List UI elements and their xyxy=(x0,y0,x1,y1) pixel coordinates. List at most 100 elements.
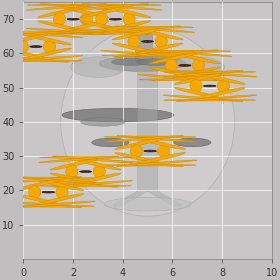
Ellipse shape xyxy=(163,95,243,101)
Ellipse shape xyxy=(104,7,151,18)
Ellipse shape xyxy=(13,179,60,191)
Circle shape xyxy=(67,18,79,20)
Ellipse shape xyxy=(52,181,132,187)
Ellipse shape xyxy=(136,59,174,66)
Ellipse shape xyxy=(39,157,132,158)
Circle shape xyxy=(109,18,122,20)
Ellipse shape xyxy=(82,28,162,35)
Ellipse shape xyxy=(38,21,85,32)
Ellipse shape xyxy=(26,4,106,10)
Ellipse shape xyxy=(62,108,174,122)
Ellipse shape xyxy=(152,50,232,57)
Ellipse shape xyxy=(1,34,48,45)
Ellipse shape xyxy=(174,138,211,147)
Ellipse shape xyxy=(170,57,225,77)
Ellipse shape xyxy=(81,13,93,25)
Ellipse shape xyxy=(185,46,280,74)
Ellipse shape xyxy=(158,145,170,157)
Ellipse shape xyxy=(150,67,197,78)
Ellipse shape xyxy=(16,40,28,53)
Ellipse shape xyxy=(39,181,119,187)
Ellipse shape xyxy=(93,165,105,178)
Ellipse shape xyxy=(198,88,245,99)
Ellipse shape xyxy=(136,29,183,40)
Ellipse shape xyxy=(3,55,83,62)
Ellipse shape xyxy=(138,74,218,81)
Ellipse shape xyxy=(128,35,140,48)
Ellipse shape xyxy=(0,31,69,38)
Circle shape xyxy=(79,171,92,172)
Ellipse shape xyxy=(115,26,195,32)
Ellipse shape xyxy=(104,164,196,166)
Ellipse shape xyxy=(2,177,94,179)
Ellipse shape xyxy=(39,156,119,163)
Ellipse shape xyxy=(190,80,202,92)
Ellipse shape xyxy=(40,4,120,10)
Circle shape xyxy=(30,46,42,47)
Ellipse shape xyxy=(198,73,245,85)
Ellipse shape xyxy=(3,31,83,38)
Ellipse shape xyxy=(112,29,160,40)
Ellipse shape xyxy=(138,50,218,57)
Ellipse shape xyxy=(29,186,41,199)
Circle shape xyxy=(179,65,191,66)
Ellipse shape xyxy=(15,201,95,207)
Ellipse shape xyxy=(164,99,256,101)
Ellipse shape xyxy=(50,173,97,184)
Ellipse shape xyxy=(27,32,119,34)
Ellipse shape xyxy=(104,21,151,32)
Ellipse shape xyxy=(74,173,121,184)
Ellipse shape xyxy=(163,71,243,77)
Ellipse shape xyxy=(115,153,162,164)
Ellipse shape xyxy=(174,73,221,85)
FancyArrow shape xyxy=(146,190,181,207)
Ellipse shape xyxy=(176,95,256,101)
Ellipse shape xyxy=(61,28,235,216)
Ellipse shape xyxy=(74,159,121,170)
Ellipse shape xyxy=(0,32,82,33)
Ellipse shape xyxy=(103,160,183,167)
Ellipse shape xyxy=(150,53,197,64)
Ellipse shape xyxy=(2,206,94,207)
Ellipse shape xyxy=(104,197,191,211)
Ellipse shape xyxy=(101,26,181,32)
Ellipse shape xyxy=(71,57,125,77)
Ellipse shape xyxy=(138,138,186,150)
Ellipse shape xyxy=(112,43,160,54)
Ellipse shape xyxy=(115,50,195,57)
Ellipse shape xyxy=(176,71,256,77)
Ellipse shape xyxy=(99,56,186,71)
FancyBboxPatch shape xyxy=(138,70,158,191)
Ellipse shape xyxy=(1,177,81,183)
Ellipse shape xyxy=(192,59,205,72)
Circle shape xyxy=(141,41,154,42)
Ellipse shape xyxy=(174,88,221,99)
Ellipse shape xyxy=(112,59,149,66)
Ellipse shape xyxy=(26,28,106,35)
FancyBboxPatch shape xyxy=(123,18,172,47)
Ellipse shape xyxy=(69,32,162,34)
Ellipse shape xyxy=(173,53,220,64)
Ellipse shape xyxy=(69,4,162,6)
Ellipse shape xyxy=(43,40,56,53)
Ellipse shape xyxy=(152,74,232,81)
Ellipse shape xyxy=(92,138,129,147)
Ellipse shape xyxy=(138,153,186,164)
Ellipse shape xyxy=(39,185,132,186)
Ellipse shape xyxy=(13,194,60,205)
Circle shape xyxy=(42,191,55,193)
Ellipse shape xyxy=(36,194,84,205)
Ellipse shape xyxy=(117,160,197,167)
Ellipse shape xyxy=(139,79,231,80)
Ellipse shape xyxy=(66,165,78,178)
Ellipse shape xyxy=(115,138,162,150)
Ellipse shape xyxy=(1,48,48,59)
Ellipse shape xyxy=(139,50,231,52)
Ellipse shape xyxy=(61,21,109,32)
Ellipse shape xyxy=(52,156,132,163)
Ellipse shape xyxy=(0,55,69,62)
Ellipse shape xyxy=(102,27,194,28)
FancyArrow shape xyxy=(114,190,149,207)
Ellipse shape xyxy=(104,136,196,138)
Ellipse shape xyxy=(56,186,68,199)
